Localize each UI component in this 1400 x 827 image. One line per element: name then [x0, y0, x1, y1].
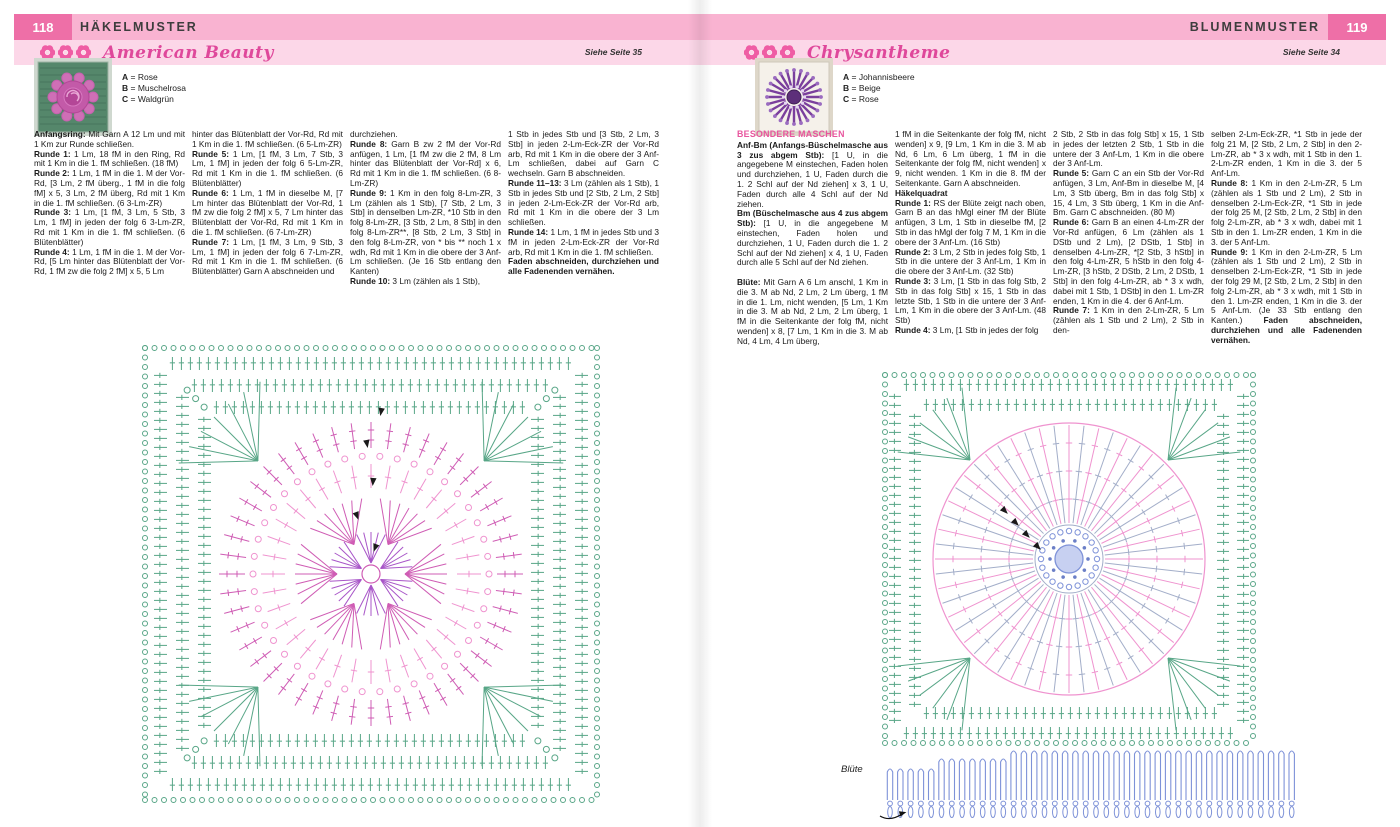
flower-icons [40, 45, 91, 60]
see-page-left: Siehe Seite 35 [584, 47, 642, 57]
instructions-column: 1 fM in die Seitenkante der folg fM, nic… [895, 129, 1046, 335]
instructions-column: 1 Stb in jedes Stb und [3 Stb, 2 Lm, 3 S… [508, 129, 660, 277]
section-label-right: BLUMENMUSTER [1189, 20, 1320, 34]
page-number-left: 118 [14, 14, 72, 40]
swatch-photo-chrysantheme [755, 58, 833, 136]
page-gutter [688, 0, 712, 827]
instructions-column: durchziehen. Runde 8: Garn B zw 2 fM der … [350, 129, 501, 286]
flower-icons [744, 45, 795, 60]
page-number-right: 119 [1328, 14, 1386, 40]
instructions-column: hinter das Blütenblatt der Vor-Rd, Rd mi… [192, 129, 343, 277]
swatch-photo-american-beauty [34, 58, 112, 136]
instructions-column: 2 Stb, 2 Stb in das folg Stb] x 15, 1 St… [1053, 129, 1205, 335]
instructions-column: BESONDERE MASCHEN Anf-Bm (Anfangs-Büschel… [737, 129, 888, 346]
crochet-chart-american-beauty [88, 328, 654, 820]
section-label-left: HÄKELMUSTER [80, 20, 198, 34]
see-page-right: Siehe Seite 34 [1282, 47, 1340, 57]
title-band-left: American Beauty Siehe Seite 35 [14, 40, 700, 65]
pattern-title-right: Chrysantheme [807, 42, 951, 63]
pattern-title-left: American Beauty [103, 42, 274, 63]
instructions-column: selben 2-Lm-Eck-ZR, *1 Stb in jede der f… [1211, 129, 1363, 345]
header-strip [14, 14, 1386, 40]
chart-label-bluete: Blüte [841, 764, 863, 775]
crochet-chart-bluete-strip [876, 742, 1312, 824]
color-key-right: A = Johannisbeere B = Beige C = Rose [843, 72, 915, 104]
instructions-column: Anfangsring: Mit Garn A 12 Lm und mit 1 … [34, 129, 185, 277]
color-key-left: A = Rose B = Muschelrosa C = Waldgrün [122, 72, 187, 104]
crochet-chart-chrysantheme [858, 366, 1298, 752]
